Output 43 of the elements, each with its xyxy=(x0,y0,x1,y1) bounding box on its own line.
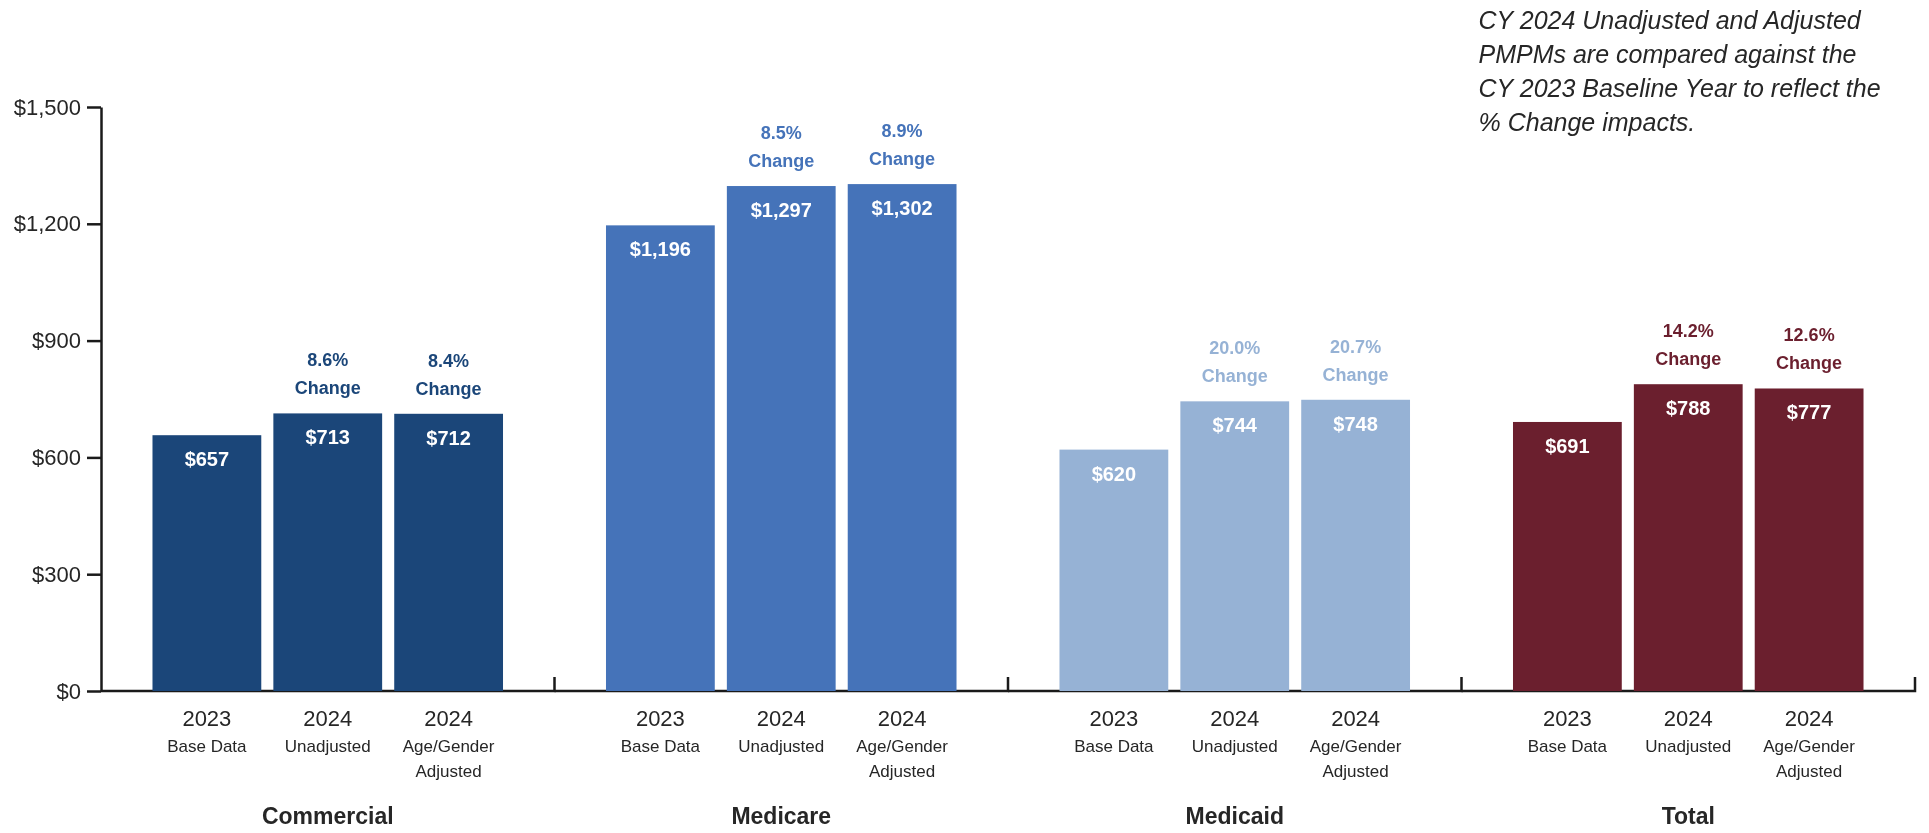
y-tick-label: $0 xyxy=(56,678,81,704)
annotation: 8.9% Change xyxy=(869,121,936,170)
x-axis-title: Medicaid xyxy=(1185,803,1284,829)
data-label: $1,302 xyxy=(871,197,933,220)
x-tick-label: 2024 Unadjusted xyxy=(1191,705,1278,756)
data-label: $744 xyxy=(1212,414,1258,437)
x-tick-label: 2024 Unadjusted xyxy=(1645,705,1732,756)
x-tick-label: 2024 Age/Gender Adjusted xyxy=(1763,705,1856,781)
y-tick-label: $300 xyxy=(32,561,81,587)
annotation: 8.5% Change xyxy=(748,123,815,172)
data-label: $1,297 xyxy=(750,199,812,222)
y-tick-label: $1,500 xyxy=(13,94,81,120)
x-tick-label: 2024 Unadjusted xyxy=(738,705,825,756)
annotation: 20.0% Change xyxy=(1201,338,1268,387)
x-tick-label: 2024 Age/Gender Adjusted xyxy=(402,705,495,781)
annotation: 8.6% Change xyxy=(294,350,361,399)
data-label: $1,196 xyxy=(629,238,691,261)
x-tick-label: 2023 Base Data xyxy=(167,705,248,756)
y-tick-label: $900 xyxy=(32,328,81,354)
data-label: $777 xyxy=(1786,401,1832,424)
annotation: 14.2% Change xyxy=(1655,321,1722,370)
y-tick-label: $1,200 xyxy=(13,211,81,237)
x-axis-title: Medicare xyxy=(731,803,832,829)
annotation: 8.4% Change xyxy=(415,350,482,399)
x-tick-label: 2023 Base Data xyxy=(1074,705,1155,756)
data-label: $657 xyxy=(184,448,230,471)
x-tick-label: 2023 Base Data xyxy=(620,705,701,756)
x-tick-label: 2023 Base Data xyxy=(1527,705,1608,756)
data-label: $713 xyxy=(305,426,350,449)
data-label: $620 xyxy=(1091,462,1137,485)
x-tick-label: 2024 Unadjusted xyxy=(284,705,371,756)
annotation: 20.7% Change xyxy=(1322,336,1389,385)
y-tick-label: $600 xyxy=(32,444,81,470)
annotation: 12.6% Change xyxy=(1776,325,1843,374)
data-label: $712 xyxy=(426,426,471,449)
x-axis-title: Total xyxy=(1661,803,1715,829)
data-label: $788 xyxy=(1666,397,1711,420)
x-axis-title: Commercial xyxy=(261,803,394,829)
annotation: CY 2024 Unadjusted and Adjusted PMPMs are compared against the CY 2023 Baseline Year to reflect the % Change impacts. xyxy=(1478,6,1881,136)
x-tick-label: 2024 Age/Gender Adjusted xyxy=(856,705,949,781)
data-label: $748 xyxy=(1333,412,1378,435)
x-tick-label: 2024 Age/Gender Adjusted xyxy=(1309,705,1402,781)
data-label: $691 xyxy=(1545,434,1590,457)
